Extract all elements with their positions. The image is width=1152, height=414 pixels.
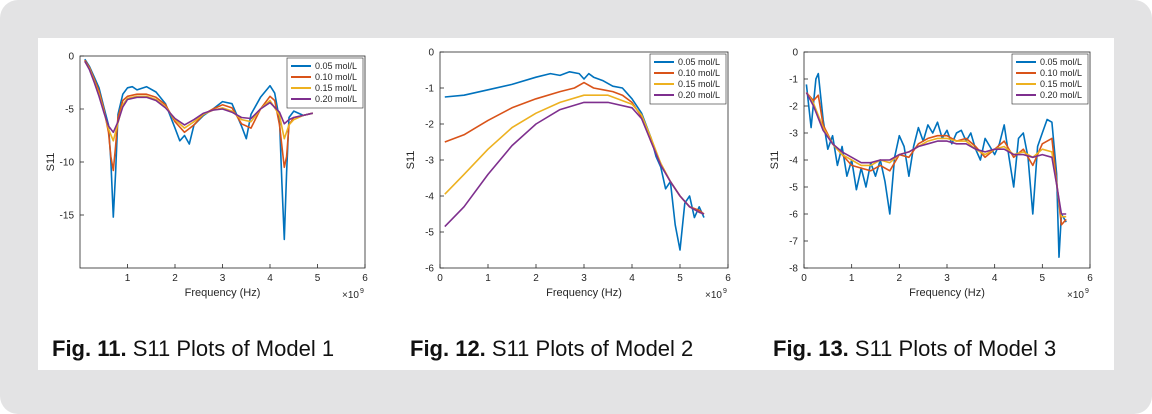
series-line-1	[805, 72, 1067, 258]
y-tick-label: -1	[789, 75, 798, 86]
legend-label: 0.10 mol/L	[678, 68, 720, 78]
series-line-3	[805, 92, 1067, 218]
legend: 0.05 mol/L0.10 mol/L0.15 mol/L0.20 mol/L	[286, 57, 364, 109]
y-tick-label: -3	[789, 129, 798, 140]
y-tick-label: -10	[60, 158, 75, 169]
x-tick-label: 0	[437, 273, 443, 284]
caption-fig-11-label: Fig. 11.	[52, 336, 127, 361]
series-line-1	[84, 58, 313, 241]
x-tick-label: 3	[581, 273, 587, 284]
y-tick-label: -7	[789, 237, 798, 248]
x-tick-label: 6	[362, 273, 368, 284]
x-tick-label: 2	[533, 273, 539, 284]
y-tick-label: -4	[789, 156, 798, 167]
y-axis-label: S11	[45, 153, 57, 172]
series-line-4	[84, 60, 313, 134]
y-tick-label: -4	[425, 192, 434, 203]
x-tick-label: 4	[992, 273, 998, 284]
x-tick-label: 3	[944, 273, 950, 284]
caption-fig-12-text: S11 Plots of Model 2	[485, 336, 694, 361]
y-tick-label: 0	[792, 48, 798, 59]
legend: 0.05 mol/L0.10 mol/L0.15 mol/L0.20 mol/L	[1011, 53, 1089, 105]
x-tick-label: 2	[897, 273, 903, 284]
x-axis-label: Frequency (Hz)	[909, 287, 985, 299]
caption-fig-13-label: Fig. 13.	[773, 336, 849, 361]
caption-fig-13: Fig. 13. S11 Plots of Model 3	[773, 336, 1056, 362]
x-exponent-power: 9	[723, 288, 727, 295]
legend-label: 0.10 mol/L	[1040, 68, 1082, 78]
y-tick-label: -5	[425, 228, 434, 239]
chart-fig-11: 1 2 3 4 5 6 0 -5 -10 -15 Frequency (Hz) S11 ×10 9 0.05…	[38, 38, 373, 308]
legend-label: 0.10 mol/L	[315, 72, 357, 82]
y-tick-label: -5	[65, 105, 74, 116]
y-tick-label: -2	[789, 102, 798, 113]
x-tick-label: 4	[629, 273, 635, 284]
x-tick-label: 5	[1040, 273, 1046, 284]
legend-label: 0.20 mol/L	[1040, 90, 1082, 100]
x-tick-label: 3	[220, 273, 226, 284]
y-tick-label: -15	[60, 211, 75, 222]
caption-fig-11-text: S11 Plots of Model 1	[126, 336, 335, 361]
y-tick-label: -6	[425, 264, 434, 275]
y-tick-label: -2	[425, 120, 434, 131]
caption-fig-13-text: S11 Plots of Model 3	[848, 336, 1057, 361]
caption-fig-11: Fig. 11. S11 Plots of Model 1	[52, 336, 334, 362]
y-tick-label: -3	[425, 156, 434, 167]
x-exponent-label: ×10	[342, 290, 359, 301]
y-tick-label: -5	[789, 183, 798, 194]
y-tick-label: -8	[789, 264, 798, 275]
x-tick-label: 2	[172, 273, 178, 284]
x-tick-label: 6	[1087, 273, 1093, 284]
series-group	[84, 58, 313, 241]
legend-label: 0.20 mol/L	[678, 90, 720, 100]
legend-label: 0.05 mol/L	[1040, 57, 1082, 67]
x-axis-label: Frequency (Hz)	[185, 287, 261, 299]
caption-fig-12: Fig. 12. S11 Plots of Model 2	[410, 336, 693, 362]
x-axis-label: Frequency (Hz)	[546, 287, 622, 299]
x-tick-label: 5	[315, 273, 321, 284]
legend-label: 0.05 mol/L	[678, 57, 720, 67]
chart-fig-12: 0 1 2 3 4 5 6 0 -1 -2 -3 -4 -5 -6 Frequency (Hz) S11 ×10…	[398, 38, 738, 308]
y-axis-label: S11	[769, 151, 781, 170]
x-exponent-label: ×10	[705, 290, 722, 301]
series-line-4	[444, 101, 705, 228]
x-tick-label: 6	[725, 273, 731, 284]
legend-label: 0.05 mol/L	[315, 61, 357, 71]
series-group	[444, 70, 705, 251]
legend-label: 0.15 mol/L	[678, 79, 720, 89]
series-group	[805, 72, 1067, 258]
caption-fig-12-label: Fig. 12.	[410, 336, 486, 361]
y-tick-label: 0	[428, 48, 434, 59]
x-tick-label: 1	[849, 273, 855, 284]
x-exponent-label: ×10	[1067, 290, 1084, 301]
series-line-2	[84, 59, 313, 172]
x-tick-label: 5	[677, 273, 683, 284]
x-exponent-power: 9	[360, 288, 364, 295]
x-exponent-power: 9	[1085, 288, 1089, 295]
chart-fig-13: 0 1 2 3 4 5 6 0 -1 -2 -3 -4 -5 -6 -7 -8 Frequency (Hz) S1…	[764, 38, 1104, 308]
legend: 0.05 mol/L0.10 mol/L0.15 mol/L0.20 mol/L	[649, 53, 727, 105]
x-tick-label: 4	[267, 273, 273, 284]
legend-label: 0.15 mol/L	[315, 83, 357, 93]
legend-label: 0.20 mol/L	[315, 94, 357, 104]
y-tick-label: -1	[425, 84, 434, 95]
series-line-4	[805, 92, 1067, 215]
x-tick-label: 0	[801, 273, 807, 284]
series-line-1	[444, 70, 705, 251]
y-tick-label: -6	[789, 210, 798, 221]
legend-label: 0.15 mol/L	[1040, 79, 1082, 89]
x-tick-label: 1	[485, 273, 491, 284]
y-tick-label: 0	[68, 52, 74, 63]
x-tick-label: 1	[125, 273, 131, 284]
series-line-3	[84, 60, 313, 142]
y-axis-label: S11	[405, 151, 417, 170]
